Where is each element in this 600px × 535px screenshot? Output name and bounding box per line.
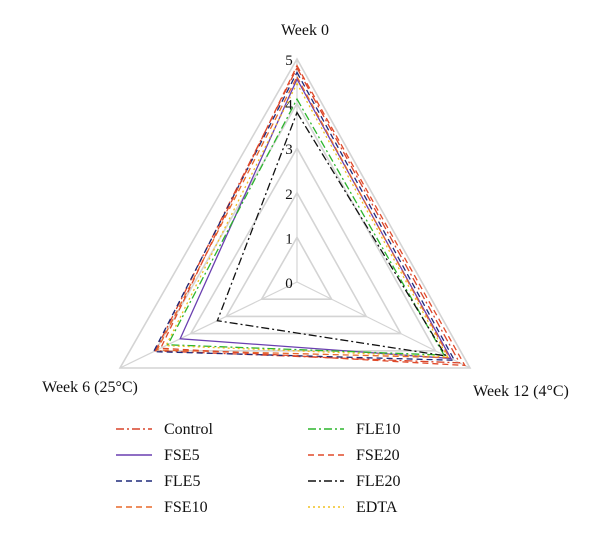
legend-item-fse20: FSE20 [308, 447, 400, 464]
tick-label: 4 [285, 98, 293, 114]
axis-labels: Week 0 Week 12 (4°C) Week 6 (25°C) [42, 22, 569, 400]
radar-grid [118, 57, 472, 369]
legend-item-control: Control [116, 421, 213, 438]
legend-label: FLE5 [164, 473, 200, 490]
tick-label: 2 [285, 187, 293, 203]
legend-item-fse5: FSE5 [116, 447, 200, 464]
legend-item-fle20: FLE20 [308, 473, 400, 490]
legend-item-fle10: FLE10 [308, 421, 400, 438]
legend-label: EDTA [356, 499, 398, 516]
legend-label: FLE10 [356, 421, 400, 438]
series-fse10 [156, 75, 451, 359]
legend: Control FSE5 FLE5 FSE10 FLE10 FSE20 FLE20 EDTA [116, 421, 400, 516]
legend-label: FLE20 [356, 473, 400, 490]
series-fle5 [152, 70, 456, 361]
legend-label: FSE5 [164, 447, 200, 464]
grid-ring-5 [118, 57, 472, 369]
axis-label-week-6: Week 6 (25°C) [42, 379, 138, 396]
axis-label-week-0: Week 0 [281, 22, 329, 39]
series-edta [164, 82, 449, 358]
grid-spoke [296, 281, 471, 369]
grid-spoke [119, 281, 298, 369]
tick-label: 3 [285, 142, 293, 158]
tick-labels: 0 1 2 3 4 5 [285, 53, 293, 292]
series-control [154, 66, 461, 364]
grid-ring-1 [260, 235, 333, 301]
legend-label: FSE10 [164, 499, 208, 516]
legend-item-fse10: FSE10 [116, 499, 208, 516]
legend-label: Control [164, 421, 213, 438]
grid-ring-4 [154, 101, 437, 352]
series-fle10 [166, 97, 446, 356]
tick-label: 1 [285, 231, 293, 247]
legend-item-edta: EDTA [308, 499, 398, 516]
grid-ring-2 [224, 191, 368, 318]
series-fle20 [216, 111, 448, 357]
legend-label: FSE20 [356, 447, 400, 464]
axis-label-week-12: Week 12 (4°C) [473, 383, 569, 400]
legend-item-fle5: FLE5 [116, 473, 200, 490]
series-fse20 [159, 64, 466, 367]
tick-label: 0 [285, 276, 293, 292]
grid-ring-3 [189, 146, 403, 335]
series-layer [152, 64, 466, 367]
tick-label: 5 [285, 53, 293, 69]
